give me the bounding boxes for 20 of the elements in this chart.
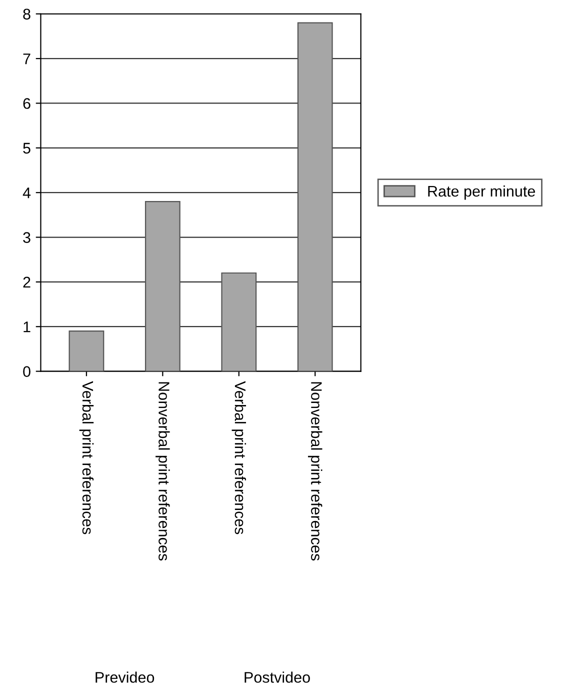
x-tick-label: Verbal print references xyxy=(232,381,246,534)
y-tick-label: 3 xyxy=(23,232,30,243)
y-tick-label: 0 xyxy=(23,366,30,377)
text: Postvideo xyxy=(244,672,310,683)
bar xyxy=(68,330,104,372)
x-tick-label: Nonverbal print references xyxy=(308,382,322,560)
y-tick-label: 1 xyxy=(24,322,30,332)
bar xyxy=(297,22,333,372)
bar xyxy=(144,200,180,372)
bar xyxy=(221,272,257,372)
x-tick-label: Verbal print references xyxy=(79,381,94,534)
text: Prevideo xyxy=(96,672,154,683)
y-tick-label: 7 xyxy=(23,54,30,64)
y-tick-label: 8 xyxy=(23,8,30,20)
legend-label: Rate per minute xyxy=(428,185,535,200)
y-tick-label: 2 xyxy=(23,276,30,288)
y-tick-label: 6 xyxy=(23,98,30,109)
x-tick-label: Nonverbal print references xyxy=(156,382,170,560)
y-tick-label: 4 xyxy=(22,188,31,198)
y-tick-label: 5 xyxy=(23,142,30,154)
